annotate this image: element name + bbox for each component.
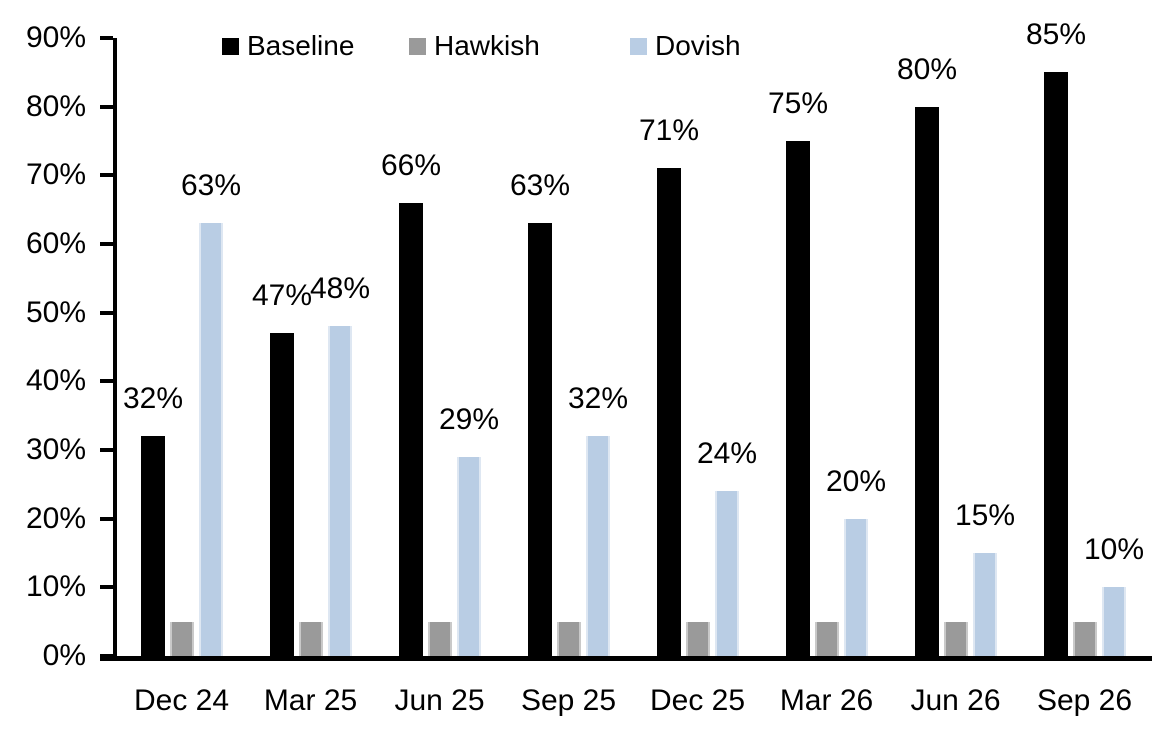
legend-item-dovish: Dovish: [630, 29, 741, 63]
bar-dovish-dec-24: [199, 223, 223, 656]
y-axis-label: 20%: [25, 501, 86, 535]
legend-item-baseline: Baseline: [222, 29, 354, 63]
y-axis-label: 60%: [25, 227, 86, 260]
x-axis-line: [100, 656, 1152, 661]
y-axis-tick: [100, 242, 113, 246]
bar-baseline-dec-24: [141, 436, 165, 656]
bar-hawkish-jun-26: [944, 621, 968, 656]
legend-swatch-hawkish: [409, 37, 426, 55]
x-axis-label: Mar 25: [263, 684, 358, 717]
y-axis-tick: [100, 379, 113, 384]
y-axis-tick: [100, 104, 113, 109]
bar-dovish-sep-26: [1102, 587, 1126, 656]
y-axis-tick: [100, 585, 113, 590]
bar-value-label: 20%: [825, 464, 887, 498]
bar-value-label: 63%: [180, 169, 242, 203]
legend-item-hawkish: Hawkish: [409, 29, 540, 63]
legend-label: Dovish: [655, 30, 741, 61]
bar-value-label: 48%: [309, 272, 371, 306]
bar-value-label: 15%: [954, 499, 1016, 532]
bar-hawkish-mar-26: [815, 621, 839, 656]
bar-value-label: 63%: [509, 169, 571, 203]
x-axis-label: Mar 26: [779, 684, 874, 717]
x-axis-label: Dec 25: [649, 684, 746, 717]
bar-value-label: 47%: [251, 279, 313, 313]
y-axis-tick: [100, 516, 113, 521]
y-axis-label: 80%: [25, 89, 86, 123]
bar-value-label: 24%: [696, 437, 758, 471]
bar-hawkish-sep-26: [1073, 621, 1097, 656]
bar-baseline-sep-25: [528, 223, 552, 656]
bar-baseline-mar-25: [270, 333, 294, 656]
bar-dovish-jun-26: [973, 553, 997, 656]
x-axis-label: Jun 26: [910, 684, 1001, 717]
y-axis-line: [113, 38, 117, 661]
y-axis-label: 30%: [25, 433, 86, 466]
y-axis-label: 70%: [25, 158, 86, 192]
y-axis-label: 0%: [42, 639, 86, 672]
bar-dovish-dec-25: [715, 491, 739, 656]
bar-dovish-sep-25: [586, 436, 610, 656]
y-axis-tick: [100, 654, 113, 658]
bar-baseline-sep-26: [1044, 72, 1068, 656]
x-axis-label: Jun 25: [394, 684, 485, 717]
bar-baseline-jun-26: [915, 106, 939, 656]
bar-hawkish-dec-25: [686, 621, 710, 656]
legend-swatch-dovish: [630, 37, 647, 55]
x-axis-label: Sep 25: [520, 684, 617, 717]
bar-baseline-mar-26: [786, 141, 810, 656]
legend-label: Hawkish: [434, 30, 540, 61]
bar-value-label: 75%: [767, 87, 829, 120]
bar-value-label: 80%: [896, 52, 958, 86]
bar-baseline-jun-25: [399, 202, 423, 656]
bar-value-label: 66%: [380, 148, 442, 182]
bar-hawkish-jun-25: [428, 621, 452, 656]
bar-value-label: 32%: [567, 382, 629, 416]
bar-dovish-mar-25: [328, 326, 352, 656]
legend-label: Baseline: [247, 30, 355, 61]
y-axis-tick: [100, 448, 113, 452]
bar-value-label: 85%: [1025, 18, 1087, 52]
bar-value-label: 71%: [638, 114, 700, 148]
y-axis-label: 40%: [25, 364, 86, 398]
x-axis-label: Dec 24: [133, 684, 230, 717]
bar-hawkish-dec-24: [170, 621, 194, 656]
y-axis-tick: [100, 310, 113, 315]
legend-swatch-baseline: [222, 37, 239, 55]
bar-hawkish-sep-25: [557, 621, 581, 656]
bar-value-label: 29%: [438, 402, 500, 436]
bar-value-label: 32%: [122, 382, 184, 416]
bar-hawkish-mar-25: [299, 621, 323, 656]
bar-value-label: 10%: [1083, 533, 1145, 567]
y-axis-label: 90%: [25, 21, 86, 54]
bar-dovish-mar-26: [844, 518, 868, 656]
y-axis-label: 10%: [25, 570, 86, 604]
x-axis-label: Sep 26: [1036, 684, 1133, 717]
y-axis-label: 50%: [25, 295, 86, 329]
bar-baseline-dec-25: [657, 168, 681, 656]
y-axis-tick: [100, 36, 113, 40]
bar-dovish-jun-25: [457, 456, 481, 656]
y-axis-tick: [100, 173, 113, 178]
